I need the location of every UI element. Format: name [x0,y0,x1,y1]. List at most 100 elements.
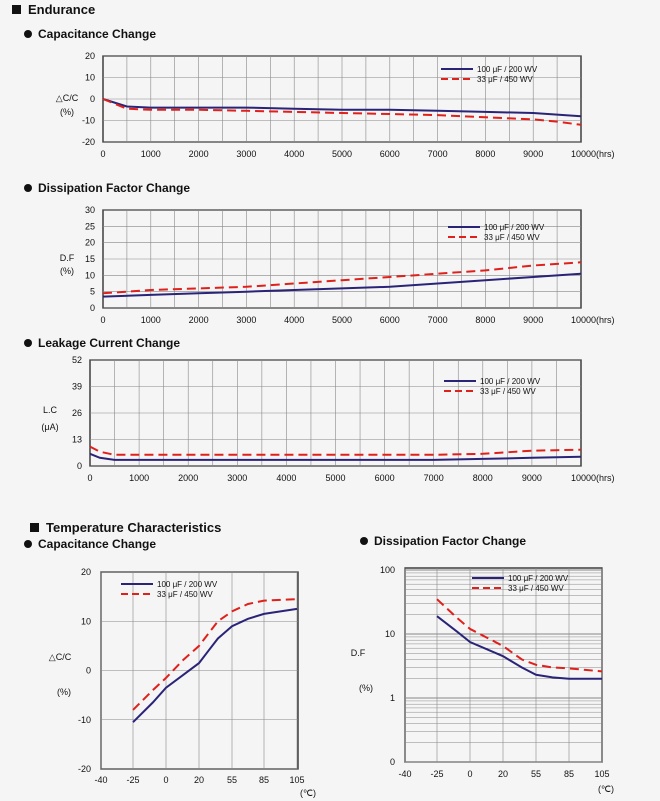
end_df-chart: 30 25 20 15 10 5 00 1000 2000 3000 4000 5000 6000 700… [60,205,615,325]
x-tick-label: 0 [100,149,105,159]
x-tick-label: 20 [498,769,508,779]
y-axis-label: (%) [57,687,71,697]
endurance-capacitance-title: Capacitance Change [24,27,156,41]
y-axis-label: (%) [60,266,74,276]
x-tick-label: 0 [467,769,472,779]
x-tick-label: -40 [94,775,107,785]
square-bullet-icon [30,523,39,532]
end_lc-chart: 52 39 26 13 00 1000 2000 3000 4000 5000 6000 7000 80… [41,355,614,483]
legend-label: 33 μF / 450 WV [157,590,213,599]
x-tick-label: 105 [289,775,304,785]
x-tick-label: 0 [87,473,92,483]
x-tick-label: 6000 [380,315,400,325]
y-tick-label: 10 [85,270,95,280]
y-tick-label: 15 [85,254,95,264]
x-axis-unit: (℃) [598,784,614,794]
y-tick-label: 39 [72,382,82,392]
x-tick-label: 1000 [141,149,161,159]
x-axis-unit: (℃) [300,788,316,798]
x-tick-label: 55 [227,775,237,785]
y-tick-label: 13 [72,435,82,445]
x-tick-label: 85 [564,769,574,779]
x-tick-label: 3000 [227,473,247,483]
x-tick-label: 3000 [236,315,256,325]
end_cap-chart: 20 10 0 -10 -20 0 1000 2000 3000 4000 5000 6000 7000… [56,51,615,159]
temperature-df-title: Dissipation Factor Change [360,534,526,548]
endurance-df-title: Dissipation Factor Change [24,181,190,195]
series-line [102,98,582,126]
y-tick-label: 20 [85,238,95,248]
y-tick-label: 0 [86,666,91,676]
legend-label: 33 μF / 450 WV [480,387,536,396]
y-axis-label: △C/C [49,652,72,662]
plot-frame [404,567,603,763]
legend-label: 100 μF / 200 WV [157,580,218,589]
series-line [89,452,582,461]
x-tick-label: 5000 [332,149,352,159]
bullet-icon [24,184,32,192]
y-tick-label: 5 [90,287,95,297]
x-tick-label: 10000(hrs) [571,473,615,483]
bullet-icon [360,537,368,545]
x-tick-label: 8000 [473,473,493,483]
legend-label: 100 μF / 200 WV [508,574,569,583]
series-line [102,261,582,295]
series-line [89,445,582,456]
x-tick-label: -40 [398,769,411,779]
y-axis-label: (%) [359,683,373,693]
y-tick-label: 0 [90,303,95,313]
x-tick-label: 55 [531,769,541,779]
series-line [436,598,603,673]
y-tick-label: 0 [390,757,395,767]
x-tick-label: 9000 [522,473,542,483]
endurance-heading: Endurance [12,2,95,17]
series-line [132,607,298,723]
bullet-icon [24,339,32,347]
x-tick-label: 1000 [141,315,161,325]
y-tick-label: -10 [78,715,91,725]
series-line [132,598,298,711]
x-tick-label: 10000(hrs) [571,149,615,159]
y-tick-label: 0 [77,461,82,471]
x-tick-label: 20 [194,775,204,785]
temperature-heading: Temperature Characteristics [30,520,221,535]
x-tick-label: 9000 [523,315,543,325]
x-tick-label: 6000 [375,473,395,483]
y-tick-label: 52 [72,355,82,365]
x-tick-label: 7000 [424,473,444,483]
temperature-capacitance-title: Capacitance Change [24,537,156,551]
y-tick-label: 0 [90,94,95,104]
x-tick-label: 105 [594,769,609,779]
x-tick-label: 2000 [189,149,209,159]
x-tick-label: 1000 [129,473,149,483]
y-axis-label: (%) [60,107,74,117]
x-tick-label: 0 [100,315,105,325]
legend-label: 33 μF / 450 WV [508,584,564,593]
x-tick-label: 8000 [475,315,495,325]
legend-label: 33 μF / 450 WV [477,75,533,84]
x-tick-label: 4000 [284,149,304,159]
x-tick-label: -25 [430,769,443,779]
series-line [436,615,602,680]
x-tick-label: 6000 [380,149,400,159]
legend-label: 100 μF / 200 WV [477,65,538,74]
y-tick-label: 100 [380,565,395,575]
x-tick-label: 7000 [428,149,448,159]
x-tick-label: 10000(hrs) [571,315,615,325]
y-tick-label: 20 [81,567,91,577]
y-tick-label: -20 [78,764,91,774]
x-tick-label: 9000 [523,149,543,159]
y-tick-label: 1 [390,693,395,703]
x-tick-label: 0 [163,775,168,785]
y-axis-label: (μA) [41,422,58,432]
y-tick-label: 10 [81,616,91,626]
x-tick-label: 3000 [236,149,256,159]
x-tick-label: 8000 [475,149,495,159]
legend-label: 33 μF / 450 WV [484,233,540,242]
y-axis-label: D.F [60,253,75,263]
y-tick-label: 30 [85,205,95,215]
x-tick-label: -25 [126,775,139,785]
